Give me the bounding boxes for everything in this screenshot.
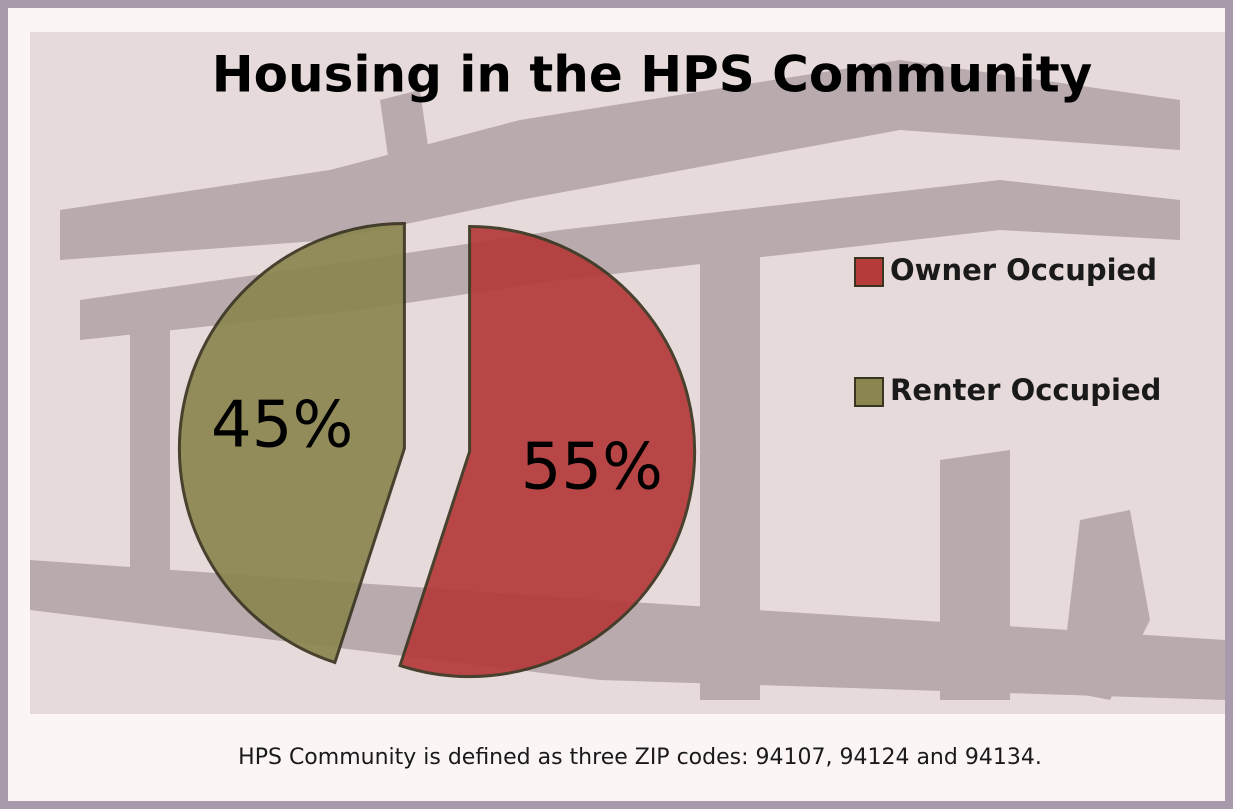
footnote: HPS Community is defined as three ZIP co… [238,745,1042,770]
value-label: 55% [521,430,663,504]
legend-label: Owner Occupied [890,253,1157,287]
value-label: 45% [211,389,353,463]
legend-swatch [854,257,884,287]
pie-slice [177,221,406,665]
legend-label: Renter Occupied [890,373,1161,407]
chart-title: Housing in the HPS Community [212,46,1092,104]
legend-swatch [854,377,884,407]
pie-slice [398,225,697,679]
